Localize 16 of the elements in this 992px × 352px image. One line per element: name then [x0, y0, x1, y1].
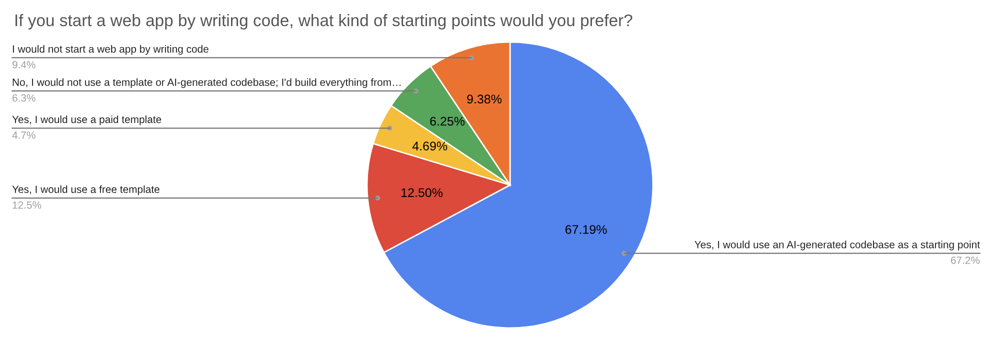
data-label: 9.38% — [467, 94, 502, 104]
text: 9.4% — [12, 61, 36, 68]
slice-label: No, I would not use a template or AI-generated codebase; I'd build everything from… — [12, 78, 401, 88]
data-label: 12.50% — [402, 188, 443, 198]
text: 4.7% — [12, 131, 36, 139]
chart-title: If you start a web app by writing code, what kind of starting points would you prefer? — [16, 14, 632, 30]
slice-label: I would not start a web app by writing code — [12, 45, 208, 55]
slice-label: Yes, I would use an AI-generated codebase as a starting point — [694, 240, 980, 250]
slice-label: Yes, I would use a free template — [12, 185, 160, 196]
slice-label: Yes, I would use a paid template — [12, 115, 162, 126]
data-label: 4.69% — [412, 142, 448, 150]
data-label: 67.19% — [565, 225, 607, 234]
text: 67.2% — [950, 256, 980, 264]
text: 6.3% — [12, 94, 36, 102]
text: 12.5% — [12, 201, 42, 209]
data-label: 6.25% — [430, 116, 465, 126]
